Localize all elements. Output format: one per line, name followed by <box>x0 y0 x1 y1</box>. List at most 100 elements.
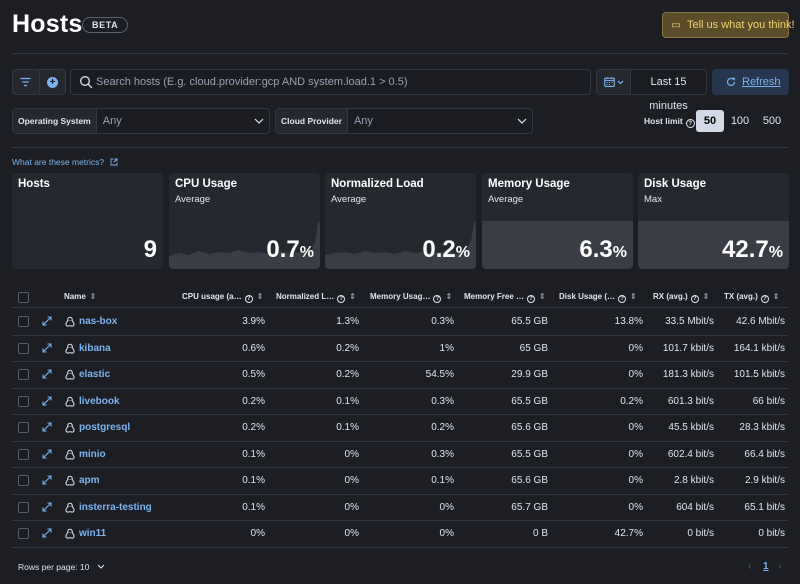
host-name-link[interactable]: apm <box>79 475 100 486</box>
load-sparkline <box>325 221 476 269</box>
cell-disk: 0% <box>628 422 643 433</box>
select-all-checkbox[interactable] <box>18 292 29 303</box>
date-range-label[interactable]: Last 15 minutes <box>649 76 688 112</box>
kpi-subtitle: Max <box>644 194 662 205</box>
host-limit-text: Host limit <box>644 116 683 126</box>
column-header-cpu[interactable]: CPU usage (a…? ⇕ <box>182 286 263 308</box>
row-checkbox[interactable] <box>18 501 29 513</box>
host-name-link[interactable]: kibana <box>79 342 111 354</box>
column-header-tx[interactable]: TX (avg.)? ⇕ <box>724 286 779 308</box>
cell-memfree: 65.5 GB <box>511 395 548 407</box>
expand-icon[interactable] <box>41 395 53 407</box>
cell-disk: 0% <box>628 501 643 513</box>
table-row: insterra-testing 0.1% 0% 0% 65.7 GB 0% 604 bit… <box>12 495 788 521</box>
host-name-link[interactable]: insterra-testing <box>79 501 152 513</box>
info-icon[interactable]: ? <box>527 295 536 303</box>
info-icon[interactable]: ? <box>760 295 769 303</box>
kpi-unit: % <box>768 244 783 261</box>
refresh-icon <box>726 77 736 87</box>
column-header-name[interactable]: Name ⇕ <box>64 286 97 308</box>
row-checkbox[interactable] <box>18 528 29 539</box>
column-header-memory-free[interactable]: Memory Free …? ⇕ <box>464 286 546 308</box>
row-checkbox[interactable] <box>18 316 29 327</box>
cell-tx: 28.3 kbit/s <box>739 422 785 433</box>
operating-system-filter[interactable]: Operating System Any <box>12 108 270 134</box>
column-label: Memory Usag… <box>370 292 431 301</box>
row-checkbox[interactable] <box>18 395 29 407</box>
sort-icon: ⇕ <box>539 292 546 301</box>
expand-icon[interactable] <box>41 342 53 354</box>
column-header-memory[interactable]: Memory Usag…? ⇕ <box>370 286 452 308</box>
prev-page-icon[interactable]: ‹ <box>748 561 752 572</box>
kpi-card-normalized-load: Normalized Load Average 0.2% <box>325 173 476 269</box>
cell-cpu: 0.1% <box>242 475 265 486</box>
cell-mem: 1% <box>439 342 454 354</box>
expand-icon[interactable] <box>41 448 53 460</box>
info-icon[interactable]: ? <box>685 119 695 128</box>
kpi-subtitle: Average <box>331 194 367 205</box>
add-filter-button[interactable]: + <box>38 70 65 94</box>
cloud-provider-filter[interactable]: Cloud Provider Any <box>275 108 533 134</box>
search-bar <box>70 69 591 95</box>
expand-icon[interactable] <box>41 527 53 539</box>
host-name-link[interactable]: elastic <box>79 369 111 380</box>
cell-load: 0% <box>344 448 359 460</box>
kpi-card-cpu-usage: CPU Usage Average 0.7% <box>169 173 320 269</box>
sort-icon: ⇕ <box>89 292 97 301</box>
kpi-number: 0.7 <box>266 236 300 263</box>
host-name-link[interactable]: postgresql <box>79 422 131 433</box>
column-label: RX (avg.) <box>653 292 688 301</box>
info-icon[interactable]: ? <box>244 295 253 303</box>
info-icon[interactable]: ? <box>690 295 699 303</box>
cell-memfree: 65 GB <box>519 342 548 354</box>
host-os-icon <box>65 343 75 354</box>
cloud-provider-value: Any <box>353 115 373 127</box>
expand-icon[interactable] <box>41 368 53 380</box>
info-icon[interactable]: ? <box>433 295 442 303</box>
metrics-help-link[interactable]: What are these metrics? <box>12 157 118 167</box>
kpi-title: Memory Usage <box>488 178 570 190</box>
next-page-icon[interactable]: › <box>778 561 782 572</box>
column-header-load[interactable]: Normalized L…? ⇕ <box>276 286 356 308</box>
rows-per-page-button[interactable]: Rows per page: 10 <box>18 562 105 572</box>
expand-icon[interactable] <box>41 315 53 327</box>
info-icon[interactable]: ? <box>618 295 627 303</box>
row-checkbox[interactable] <box>18 342 29 354</box>
host-limit-50[interactable]: 50 <box>696 110 724 132</box>
host-name-link[interactable]: nas-box <box>79 316 118 327</box>
kpi-unit: % <box>299 244 314 261</box>
feedback-button[interactable]: ▭ Tell us what you think! <box>662 12 795 38</box>
chevron-down-icon <box>254 118 264 124</box>
cell-cpu: 0.1% <box>242 501 265 513</box>
quick-select-button[interactable] <box>597 70 631 94</box>
info-icon[interactable]: ? <box>337 295 346 303</box>
filter-menu-button[interactable] <box>13 70 39 94</box>
expand-icon[interactable] <box>41 474 53 486</box>
row-checkbox[interactable] <box>18 422 29 433</box>
row-checkbox[interactable] <box>18 475 29 486</box>
host-name-link[interactable]: minio <box>79 448 106 460</box>
host-limit-500[interactable]: 500 <box>762 115 782 127</box>
row-checkbox[interactable] <box>18 448 29 460</box>
host-limit-100[interactable]: 100 <box>730 115 750 127</box>
cell-load: 0.2% <box>336 369 359 380</box>
refresh-button[interactable]: Refresh <box>712 69 789 95</box>
kpi-value: 9 <box>144 236 157 264</box>
host-name-link[interactable]: livebook <box>79 395 120 407</box>
expand-icon[interactable] <box>41 501 53 513</box>
cell-tx: 101.5 kbit/s <box>733 369 785 380</box>
table-row: win11 0% 0% 0% 0 B 42.7% 0 bit/s 0 bit/s <box>12 521 788 548</box>
table-row: postgresql 0.2% 0.1% 0.2% 65.6 GB 0% 45.5 kbit… <box>12 415 788 442</box>
host-name-link[interactable]: win11 <box>79 528 107 539</box>
cell-rx: 101.7 kbit/s <box>662 342 714 354</box>
chevron-down-icon <box>617 80 623 84</box>
column-header-disk[interactable]: Disk Usage (…? ⇕ <box>559 286 637 308</box>
expand-icon[interactable] <box>41 421 53 433</box>
row-checkbox[interactable] <box>18 369 29 380</box>
page-number-current[interactable]: 1 <box>763 561 769 572</box>
kpi-title: Disk Usage <box>644 178 707 190</box>
cell-rx: 2.8 kbit/s <box>673 475 714 486</box>
cell-disk: 42.7% <box>614 528 643 539</box>
column-header-rx[interactable]: RX (avg.)? ⇕ <box>653 286 709 308</box>
search-input[interactable] <box>96 70 586 94</box>
